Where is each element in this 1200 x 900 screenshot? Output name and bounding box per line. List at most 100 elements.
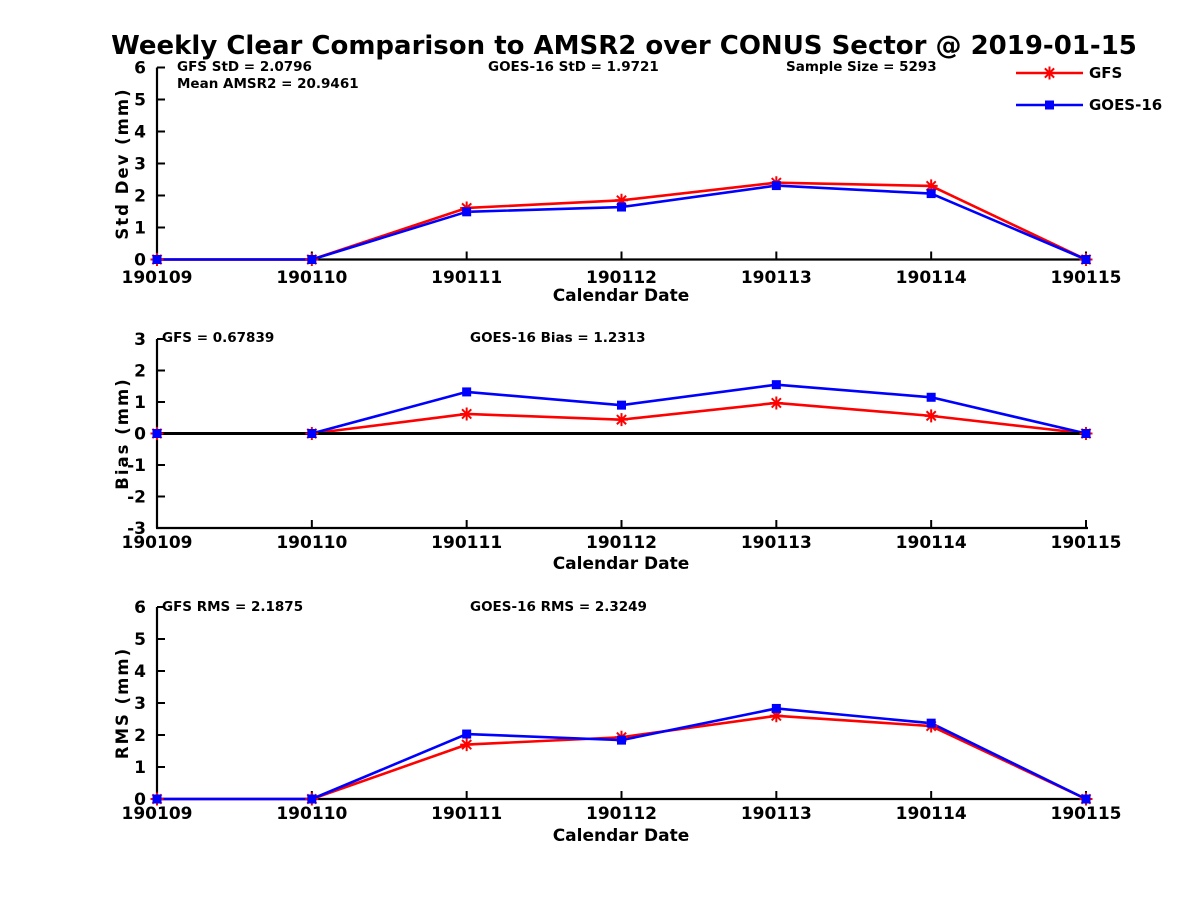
marker-goes-16 — [152, 255, 162, 264]
marker-goes-16 — [152, 429, 162, 438]
x-tick-label: 190115 — [1051, 804, 1122, 824]
y-tick-label: 1 — [134, 393, 146, 413]
marker-goes-16 — [307, 794, 317, 804]
goes16-std-annotation: GOES-16 StD = 1.9721 — [488, 59, 659, 75]
x-tick-label: 190115 — [1051, 533, 1122, 553]
chart-title: Weekly Clear Comparison to AMSR2 over CO… — [111, 31, 1137, 61]
x-axis-title-2: Calendar Date — [553, 554, 690, 574]
legend-marks — [1016, 66, 1083, 110]
x-tick-label: 190109 — [122, 804, 193, 824]
y-axis-title-rms: RMS (mm) — [113, 647, 132, 759]
marker-gfs — [615, 193, 628, 207]
subplot-bias-labels: GFS = 0.67839 GOES-16 Bias = 1.2313 Bias… — [113, 330, 689, 574]
marker-gfs — [924, 409, 938, 423]
y-tick-label: 0 — [134, 790, 146, 810]
y-tick-label: -3 — [127, 519, 146, 539]
marker-goes-16 — [1081, 429, 1091, 438]
subplot-rms-labels: GFS RMS = 2.1875 GOES-16 RMS = 2.3249 RM… — [113, 599, 689, 846]
marker-gfs — [769, 396, 783, 410]
marker-goes-16 — [926, 392, 936, 402]
y-tick-label: 2 — [134, 362, 146, 382]
marker-goes-16 — [307, 255, 317, 264]
legend-label-goes16: GOES-16 — [1089, 96, 1162, 114]
marker-goes-16 — [462, 729, 472, 739]
x-axis-title-3: Calendar Date — [553, 826, 690, 846]
legend: GFS GOES-16 — [1016, 64, 1162, 114]
gfs-bias-annotation: GFS = 0.67839 — [162, 330, 274, 346]
x-tick-label: 190110 — [276, 533, 347, 553]
y-tick-label: 5 — [134, 91, 146, 111]
x-tick-label: 190114 — [896, 533, 967, 553]
marker-goes-16 — [1081, 794, 1091, 804]
y-tick-label: 5 — [134, 630, 146, 650]
y-tick-label: 3 — [134, 155, 146, 175]
y-tick-label: -2 — [127, 488, 146, 508]
y-tick-label: 6 — [134, 598, 146, 618]
x-tick-label: 190110 — [276, 268, 347, 288]
x-tick-label: 190111 — [431, 804, 502, 824]
marker-goes-16 — [771, 181, 781, 191]
marker-goes-16 — [771, 380, 781, 390]
legend-marker-gfs — [1043, 66, 1056, 80]
subplot-std-dev-labels: GFS StD = 2.0796 Mean AMSR2 = 20.9461 GO… — [113, 59, 937, 306]
mean-amsr2-annotation: Mean AMSR2 = 20.9461 — [177, 76, 359, 92]
gfs-rms-annotation: GFS RMS = 2.1875 — [162, 599, 303, 615]
x-tick-label: 190111 — [431, 268, 502, 288]
series-line-gfs — [157, 714, 1087, 801]
goes16-bias-annotation: GOES-16 Bias = 1.2313 — [470, 330, 645, 346]
x-axis-title-1: Calendar Date — [553, 286, 690, 306]
marker-goes-16 — [617, 400, 626, 410]
y-tick-label: 3 — [134, 694, 146, 714]
x-tick-label: 190113 — [741, 268, 812, 288]
marker-goes-16 — [462, 207, 472, 217]
marker-gfs — [769, 709, 783, 723]
gfs-std-annotation: GFS StD = 2.0796 — [177, 59, 312, 75]
sample-size-annotation: Sample Size = 5293 — [786, 59, 937, 75]
x-tick-label: 190110 — [276, 804, 347, 824]
y-tick-label: 3 — [134, 330, 146, 350]
x-tick-label: 190111 — [431, 533, 502, 553]
marker-goes-16 — [926, 189, 936, 199]
marker-goes-16 — [617, 202, 626, 212]
x-tick-label: 190109 — [122, 533, 193, 553]
x-tick-label: 190115 — [1051, 268, 1122, 288]
legend-label-gfs: GFS — [1089, 64, 1122, 82]
plots-layer: 0 1 2 3 4 5 6 190109 190110 190111 190112 190113 190… — [122, 59, 1122, 825]
marker-goes-16 — [617, 735, 626, 745]
y-tick-label: 0 — [134, 251, 146, 271]
series-line-goes-16 — [157, 707, 1087, 801]
subplot-rms: 0 1 2 3 4 5 6 190109 190110 190111 190112 190113 190… — [122, 598, 1122, 824]
marker-gfs — [460, 738, 474, 752]
y-tick-label: 1 — [134, 758, 146, 778]
marker-goes-16 — [1081, 255, 1091, 264]
marker-goes-16 — [462, 387, 472, 397]
y-axis-title-std-dev: Std Dev (mm) — [113, 87, 132, 239]
marker-goes-16 — [926, 718, 936, 728]
y-tick-label: 4 — [134, 662, 146, 682]
x-tick-label: 190113 — [741, 533, 812, 553]
y-tick-label: -1 — [127, 456, 146, 476]
x-tick-label: 190113 — [741, 804, 812, 824]
marker-goes-16 — [771, 703, 781, 713]
legend-marker-goes-16 — [1045, 100, 1054, 110]
marker-goes-16 — [307, 429, 317, 438]
y-tick-label: 6 — [134, 59, 146, 79]
x-tick-label: 190112 — [586, 804, 657, 824]
subplot-std-dev: 0 1 2 3 4 5 6 190109 190110 190111 190112 190113 190… — [122, 59, 1122, 289]
y-tick-label: 4 — [134, 123, 146, 143]
x-tick-label: 190114 — [896, 804, 967, 824]
y-axis-title-bias: Bias (mm) — [113, 377, 132, 489]
x-tick-label: 190112 — [586, 268, 657, 288]
y-tick-label: 1 — [134, 219, 146, 239]
marker-gfs — [615, 413, 628, 427]
y-tick-label: 2 — [134, 187, 146, 207]
y-tick-label: 0 — [134, 425, 146, 445]
x-tick-label: 190109 — [122, 268, 193, 288]
goes16-rms-annotation: GOES-16 RMS = 2.3249 — [470, 599, 647, 615]
x-tick-label: 190114 — [896, 268, 967, 288]
marker-gfs — [924, 179, 938, 193]
marker-gfs — [460, 407, 474, 421]
